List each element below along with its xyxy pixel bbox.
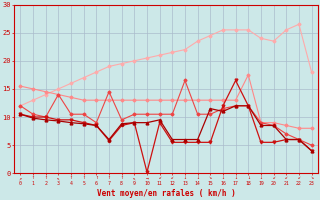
X-axis label: Vent moyen/en rafales ( km/h ): Vent moyen/en rafales ( km/h ) bbox=[97, 189, 236, 198]
